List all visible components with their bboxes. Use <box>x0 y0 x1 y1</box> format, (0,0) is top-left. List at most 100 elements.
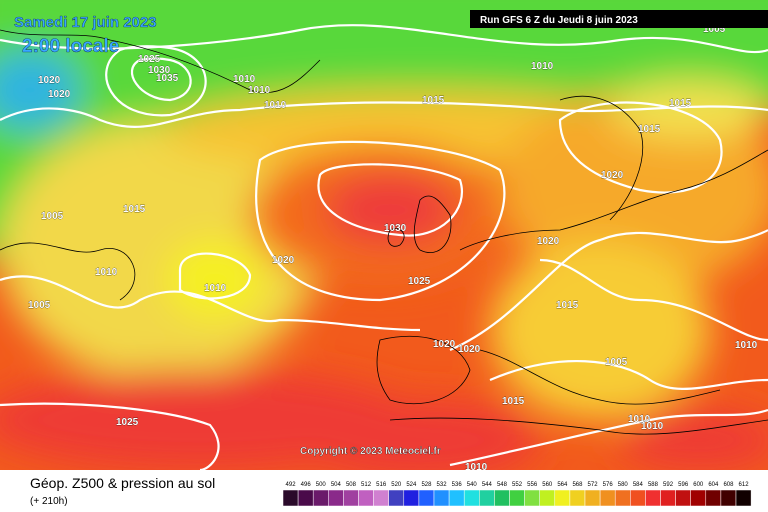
isobar-label: 1020 <box>537 236 560 247</box>
scale-swatch <box>705 489 722 507</box>
isobar-label: 1030 <box>384 223 407 234</box>
isobar-label: 1010 <box>204 283 227 294</box>
scale-label: 496 <box>301 482 312 488</box>
isobar-label: 1005 <box>41 211 64 222</box>
scale-swatch <box>539 489 556 507</box>
isobar-label: 1010 <box>531 61 554 72</box>
scale-label: 504 <box>331 482 342 488</box>
isobar-label: 1005 <box>605 357 628 368</box>
forecast-time: 2:00 locale <box>22 36 119 57</box>
scale-swatch <box>645 489 661 507</box>
isobar-label: 1010 <box>735 340 758 351</box>
isobar-label: 1020 <box>48 89 71 100</box>
isobar-label: 1010 <box>465 462 488 473</box>
scale-swatch <box>690 489 707 507</box>
scale-label: 600 <box>693 482 704 488</box>
scale-swatch <box>448 489 465 507</box>
isobar-label: 1010 <box>628 414 651 425</box>
forecast-date: Samedi 17 juin 2023 <box>14 14 157 31</box>
scale-label: 604 <box>708 482 719 488</box>
scale-swatch <box>599 489 616 507</box>
scale-swatch <box>373 489 389 507</box>
scale-label: 580 <box>618 482 629 488</box>
scale-swatch <box>312 489 329 507</box>
scale-swatch <box>584 489 601 507</box>
isobar-label: 1020 <box>38 75 61 86</box>
isobar-label: 1020 <box>272 255 295 266</box>
scale-swatch <box>328 489 344 507</box>
scale-label: 548 <box>497 482 508 488</box>
isobar-label: 1015 <box>669 98 692 109</box>
scale-label: 596 <box>678 482 689 488</box>
isobar-labels: 1025103010351020102010101010101010101015… <box>28 24 758 473</box>
scale-label: 500 <box>316 482 327 488</box>
scale-label: 536 <box>452 482 463 488</box>
scale-swatch <box>343 489 359 507</box>
scale-label: 516 <box>376 482 387 488</box>
isobar-label: 1010 <box>233 74 256 85</box>
isobar-label: 1010 <box>95 267 118 278</box>
isobar-label: 1005 <box>703 24 726 35</box>
scale-label: 492 <box>286 482 297 488</box>
isobar-label: 1010 <box>641 421 664 432</box>
isobar-label: 1030 <box>148 65 171 76</box>
scale-label: 508 <box>346 482 357 488</box>
isobar-label: 1015 <box>502 396 525 407</box>
scale-swatch <box>614 489 631 507</box>
scale-label: 560 <box>542 482 553 488</box>
scale-swatch <box>569 489 586 507</box>
scale-swatch <box>282 489 299 507</box>
scale-swatch <box>433 489 450 507</box>
isobar-label: 1020 <box>458 344 481 355</box>
isobars <box>0 24 768 472</box>
isobar-label: 1015 <box>638 124 661 135</box>
scale-label: 576 <box>603 482 614 488</box>
scale-label: 524 <box>406 482 417 488</box>
isobar-label: 1025 <box>116 417 139 428</box>
run-banner <box>470 10 768 28</box>
scale-label: 532 <box>437 482 448 488</box>
scale-label: 584 <box>633 482 644 488</box>
scale-swatch <box>720 489 737 507</box>
scale-swatch <box>554 489 571 507</box>
run-info: Run GFS 6 Z du Jeudi 8 juin 2023 <box>480 15 638 26</box>
isobar-label: 1020 <box>433 339 456 350</box>
scale-label: 572 <box>588 482 599 488</box>
scale-swatch <box>630 489 646 507</box>
scale-label: 552 <box>512 482 523 488</box>
scale-swatch <box>494 489 510 507</box>
scale-swatch <box>463 489 480 507</box>
scale-swatch <box>418 489 435 507</box>
scale-swatch <box>660 489 676 507</box>
scale-label: 592 <box>663 482 674 488</box>
isobar-label: 1010 <box>264 100 287 111</box>
scale-swatch <box>479 489 495 507</box>
forecast-lead: (+ 210h) <box>30 496 68 507</box>
scale-label: 568 <box>572 482 583 488</box>
scale-label: 528 <box>421 482 432 488</box>
scale-label: 564 <box>557 482 568 488</box>
scale-label: 544 <box>482 482 493 488</box>
scale-swatch <box>524 489 540 507</box>
scale-label: 588 <box>648 482 659 488</box>
scale-label: 556 <box>527 482 538 488</box>
scale-label: 520 <box>391 482 402 488</box>
copyright: Copyright © 2023 Meteociel.fr <box>300 446 441 457</box>
scale-label: 608 <box>723 482 734 488</box>
isobar-label: 1025 <box>408 276 431 287</box>
isobar-label: 1035 <box>156 73 179 84</box>
footer-title: Géop. Z500 & pression au sol <box>30 475 215 491</box>
isobar-label: 1015 <box>556 300 579 311</box>
scale-label: 512 <box>361 482 372 488</box>
scale-swatch <box>388 489 405 507</box>
color-scale: 492 496 500 504 508 512 516 520 524 528 532 536 540 5… <box>282 482 752 507</box>
coastlines <box>0 29 768 435</box>
scale-swatch <box>509 489 525 507</box>
scale-swatch <box>403 489 420 507</box>
scale-swatch <box>297 489 314 507</box>
isobar-label: 1015 <box>123 204 146 215</box>
scale-label: 612 <box>739 482 750 488</box>
isobar-label: 1005 <box>28 300 51 311</box>
isobar-label: 1020 <box>601 170 624 181</box>
